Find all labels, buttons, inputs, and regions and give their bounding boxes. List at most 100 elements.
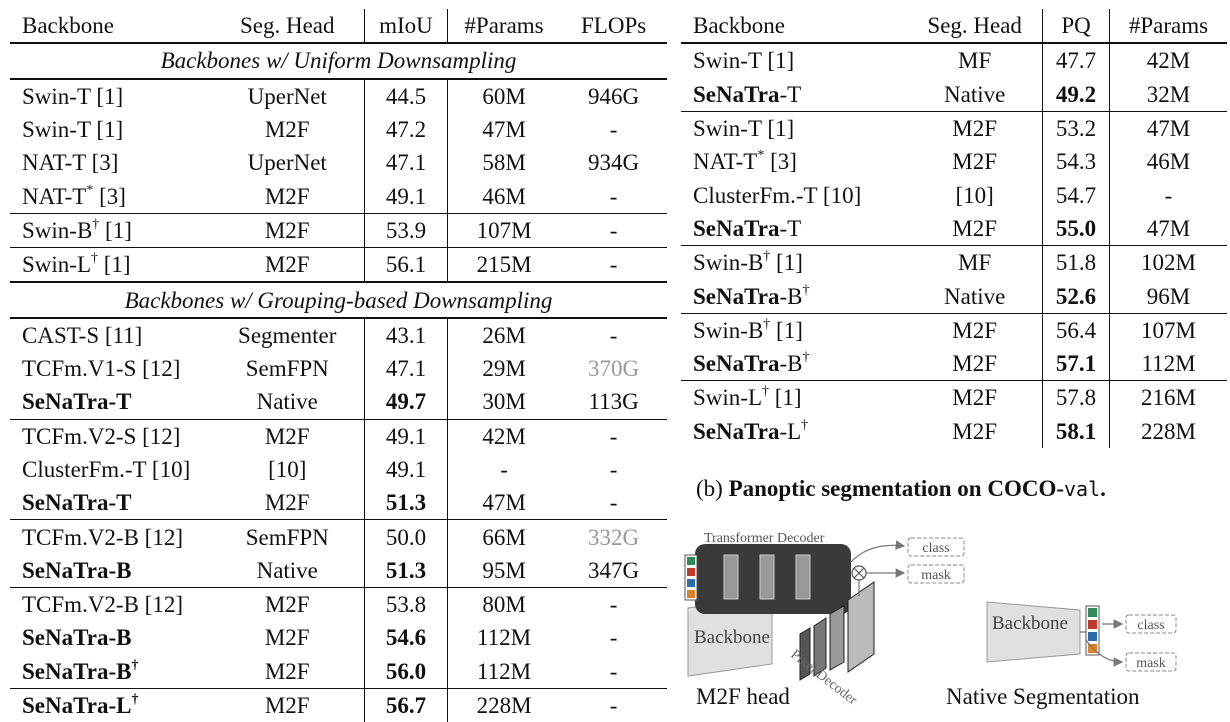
flops-value: 332G	[588, 524, 640, 550]
footnote-symbol: †	[763, 249, 771, 265]
params-value: 29M	[482, 356, 526, 382]
miou-value: 49.1	[385, 423, 427, 449]
cell-params: 216M	[1109, 380, 1227, 415]
table-row: NAT-T* [3] M2F 54.3 46M	[681, 145, 1227, 179]
backbone-name: TCFm.V2-B [12]	[22, 592, 183, 618]
params-value: 112M	[476, 658, 532, 684]
backbone-suffix: -B	[779, 351, 803, 377]
cell-params: 60M	[446, 77, 561, 113]
backbone-name: NAT-T	[22, 183, 87, 209]
cell-seg-head: M2F	[210, 113, 364, 146]
params-value: 95M	[482, 557, 526, 583]
seg-head-value: M2F	[952, 351, 998, 377]
flops-value: -	[609, 322, 618, 348]
table-row: SeNaTra-T M2F 51.3 47M -	[10, 486, 667, 520]
cell-flops: -	[560, 486, 667, 520]
native-segmentation-diagram: Backbone class mask Native Segmentation	[946, 601, 1177, 709]
flops-value: -	[609, 457, 618, 482]
params-value: 96M	[1146, 283, 1191, 309]
seg-head-value: M2F	[264, 252, 310, 278]
cell-backbone: SeNaTra-B	[10, 554, 210, 588]
flops-value: -	[609, 658, 618, 684]
cell-backbone: Swin-T [1]	[681, 42, 908, 78]
cell-backbone: Swin-L† [1]	[681, 380, 908, 415]
m2f-backbone-label: Backbone	[694, 627, 770, 648]
backbone-name: SeNaTra	[693, 283, 780, 309]
backbone-name: Swin-L	[22, 252, 91, 278]
cell-seg-head: M2F	[907, 110, 1043, 146]
decoder-layer-3	[795, 554, 811, 600]
footnote-mark: †	[762, 384, 769, 399]
cell-seg-head: M2F	[210, 418, 365, 453]
cell-params: 228M	[1109, 414, 1227, 448]
cell-seg-head: M2F	[907, 380, 1043, 415]
seg-head-value: M2F	[952, 215, 998, 241]
cell-flops: -	[560, 316, 667, 352]
pq-value: 47.7	[1055, 48, 1097, 74]
cell-params: 42M	[446, 418, 561, 453]
cell-seg-head: Segmenter	[210, 316, 365, 352]
cell-flops: -	[560, 247, 667, 283]
pq-value: 54.3	[1055, 149, 1097, 175]
cell-backbone: Swin-B† [1]	[10, 212, 211, 248]
cell-miou: 47.2	[364, 112, 448, 147]
params-value: 107M	[476, 217, 532, 243]
cell-flops: -	[560, 179, 667, 213]
params-value: 32M	[1146, 81, 1191, 107]
seg-head-value: M2F	[264, 423, 310, 449]
cell-backbone: SeNaTra-L†	[681, 415, 907, 448]
params-value: -	[1164, 182, 1173, 208]
backbone-name: Swin-B	[693, 250, 764, 276]
table-row: TCFm.V2-B [12] M2F 53.8 80M -	[10, 587, 667, 622]
table-row: ClusterFm.-T [10] [10] 54.7 -	[681, 178, 1227, 212]
table-row: SeNaTra-L† M2F 56.7 228M -	[10, 687, 667, 722]
cell-pq: 52.6	[1042, 279, 1110, 314]
table-row: SeNaTra-B† M2F 57.1 112M	[681, 346, 1227, 381]
cell-backbone: NAT-T* [3]	[681, 145, 907, 178]
cell-params: 47M	[446, 486, 561, 520]
cell-seg-head: M2F	[210, 247, 365, 283]
cell-miou: 51.3	[364, 553, 448, 588]
footnote-symbol: †	[131, 692, 139, 708]
table-row: SeNaTra-B† M2F 56.0 112M -	[10, 654, 667, 689]
caption-code: val	[1064, 477, 1101, 501]
table-row: SeNaTra-L† M2F 58.1 228M	[681, 414, 1227, 448]
cell-backbone: NAT-T* [3]	[10, 179, 210, 213]
seg-head-value: M2F	[952, 149, 998, 175]
seg-head-value: M2F	[264, 625, 310, 651]
cell-flops: -	[560, 453, 667, 486]
backbone-name: TCFm.V2-S [12]	[22, 423, 181, 449]
section-title: Backbones w/ Uniform Downsampling	[10, 42, 667, 79]
cell-flops: -	[560, 113, 667, 146]
footnote-symbol: *	[86, 182, 94, 198]
backbone-ref: [3]	[93, 183, 126, 209]
backbone-name: SeNaTra	[693, 81, 780, 107]
backbone-suffix: -T	[779, 215, 802, 241]
token-square	[1088, 632, 1097, 641]
pq-value: 52.6	[1055, 283, 1097, 309]
params-value: 112M	[476, 625, 532, 651]
seg-head-value: M2F	[952, 385, 998, 411]
flops-value: -	[609, 117, 618, 143]
cell-seg-head: Native	[907, 78, 1042, 112]
backbone-suffix: -T	[779, 81, 802, 107]
seg-head-value: [10]	[955, 182, 994, 208]
seg-head-value: Native	[944, 283, 1006, 309]
footnote-symbol: †	[131, 657, 139, 673]
header-params: #Params	[446, 9, 561, 44]
cell-seg-head: SemFPN	[210, 352, 364, 385]
backbone-ref: [1]	[98, 252, 131, 278]
backbone-name: Swin-T [1]	[693, 116, 795, 142]
cell-params: 102M	[1109, 245, 1227, 280]
cell-pq: 53.2	[1042, 110, 1110, 146]
backbone-suffix: [1]	[770, 250, 803, 276]
seg-head-value: Segmenter	[238, 322, 337, 348]
cell-seg-head: M2F	[210, 486, 364, 520]
cell-backbone: ClusterFm.-T [10]	[681, 178, 907, 211]
cell-seg-head: M2F	[907, 347, 1042, 381]
cell-flops: -	[560, 212, 667, 248]
table-row: Swin-L† [1] M2F 56.1 215M -	[10, 247, 667, 283]
seg-head-value: M2F	[264, 592, 310, 618]
cell-params: -	[446, 452, 561, 487]
token-stack-frame	[1085, 605, 1100, 656]
